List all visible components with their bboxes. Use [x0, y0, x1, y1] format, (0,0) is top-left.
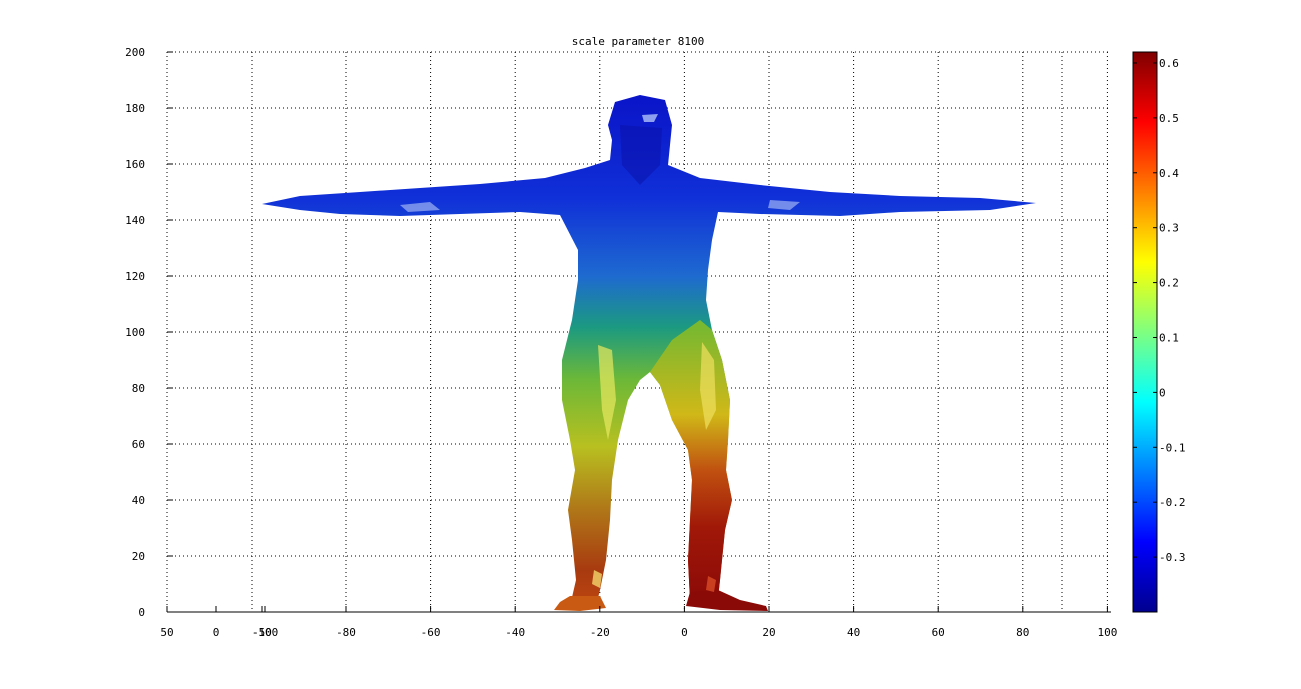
right-shin-highlight	[706, 576, 716, 592]
left-shin-highlight	[592, 570, 602, 588]
colorbar-strip	[1132, 51, 1158, 613]
colorbar-tick-label: -0.2	[1159, 496, 1186, 509]
x-tick-label: -40	[505, 626, 525, 639]
right-leg	[650, 320, 732, 600]
colorbar: -0.3 -0.2 -0.1 0 0.1 0.2 0.3 0.4 0.5 0.6	[1132, 51, 1186, 613]
head-highlight	[642, 114, 658, 122]
x-tick-label: -20	[590, 626, 610, 639]
x-tick-label: 0	[681, 626, 688, 639]
colorbar-tick-label: 0.4	[1159, 167, 1179, 180]
left-foot	[554, 596, 606, 611]
x-tick-label: 0	[213, 626, 220, 639]
x-tick-label: -50	[252, 626, 272, 639]
colorbar-tick-label: -0.1	[1159, 441, 1186, 454]
y-tick-label: 180	[125, 102, 145, 115]
y-tick-label: 40	[132, 494, 145, 507]
x-tick-label: -100	[252, 626, 279, 639]
x-tick-label: 40	[847, 626, 860, 639]
x-tick-label: 80	[1016, 626, 1029, 639]
head-shading	[620, 125, 662, 185]
human-mesh-surface	[262, 95, 1036, 611]
colorbar-tick-label: 0.3	[1159, 222, 1179, 235]
x-tick-label: 60	[932, 626, 945, 639]
y-tick-label: 0	[138, 606, 145, 619]
x-tick-label: -60	[421, 626, 441, 639]
chart-title: scale parameter 8100	[572, 35, 704, 48]
colorbar-ticks: -0.3 -0.2 -0.1 0 0.1 0.2 0.3 0.4 0.5 0.6	[1133, 57, 1186, 564]
y-tick-label: 120	[125, 270, 145, 283]
y-tick-label: 20	[132, 550, 145, 563]
colorbar-tick-label: -0.3	[1159, 551, 1186, 564]
arm-highlight-right	[768, 200, 800, 210]
y-tick-label: 60	[132, 438, 145, 451]
x-tick-label: -80	[336, 626, 356, 639]
body-torso-arms	[262, 95, 1036, 606]
x-tick-label: 20	[762, 626, 775, 639]
left-thigh-highlight	[598, 345, 616, 440]
colorbar-tick-label: 0.6	[1159, 57, 1179, 70]
y-tick-label: 140	[125, 214, 145, 227]
right-thigh-highlight	[700, 342, 716, 430]
y-tick-label: 80	[132, 382, 145, 395]
x-tick-label: 50	[160, 626, 173, 639]
arm-highlight-left	[400, 202, 440, 212]
y-tick-label: 100	[125, 326, 145, 339]
colorbar-tick-label: 0.2	[1159, 277, 1179, 290]
colorbar-tick-label: 0.1	[1159, 331, 1179, 344]
colorbar-tick-label: 0.5	[1159, 112, 1179, 125]
x-tick-label: 100	[1097, 626, 1117, 639]
y-axis-ticks: 0 20 40 60 80 100 120 140 160 180 200	[125, 46, 173, 619]
right-foot	[686, 590, 768, 611]
colorbar-tick-label: 0	[1159, 386, 1166, 399]
y-tick-label: 160	[125, 158, 145, 171]
x-axis-ticks: 50 0 -50-100 -80 -60 -40 -20 0 20 40 60 80 100	[160, 606, 1117, 639]
y-tick-label: 200	[125, 46, 145, 59]
